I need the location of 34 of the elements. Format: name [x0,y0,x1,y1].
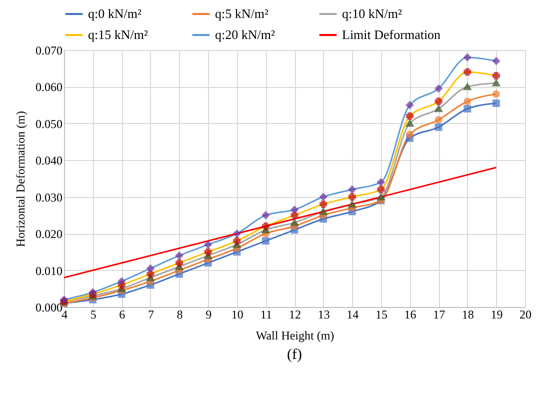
y-tick-label: 0.040 [36,154,62,168]
x-tick-label: 16 [404,308,416,322]
x-tick-label: 19 [490,308,503,322]
x-tick-label: 18 [462,308,474,322]
legend-label: Limit Deformation [342,27,442,42]
y-tick-label: 0.020 [36,227,62,242]
x-tick-label: 8 [176,308,183,322]
y-tick-label: 0.030 [36,190,62,204]
x-tick-label: 13 [318,308,330,322]
x-axis-title: Wall Height (m) [256,328,334,342]
x-tick-label: 9 [206,308,212,322]
x-tick-label: 4 [62,308,68,322]
x-tick-label: 14 [346,308,359,322]
y-tick-label: 0.010 [36,264,62,278]
x-tick-label: 15 [375,308,388,322]
x-tick-label: 6 [119,308,126,322]
x-tick-label: 12 [289,308,301,322]
legend-label: q:0 kN/m² [88,6,142,21]
legend-label: q:5 kN/m² [215,6,268,21]
x-tick-label: 11 [260,308,272,322]
y-tick-label: 0.050 [36,116,62,131]
x-tick-label: 10 [231,308,244,322]
x-tick-label: 17 [433,308,446,322]
legend-label: q:20 kN/m² [215,27,275,42]
x-tick-label: 5 [90,308,96,322]
x-tick-label: 7 [148,308,154,322]
x-tick-label: 20 [520,308,532,322]
y-tick-label: 0.070 [36,44,62,58]
y-tick-label: 0.000 [36,300,62,314]
legend-label: q:15 kN/m² [88,27,148,42]
y-tick-label: 0.060 [36,80,62,94]
text: (f) [287,347,302,363]
y-axis-title: Horizontal Deformation (m) [14,111,28,247]
legend-label: q:10 kN/m² [342,6,402,21]
